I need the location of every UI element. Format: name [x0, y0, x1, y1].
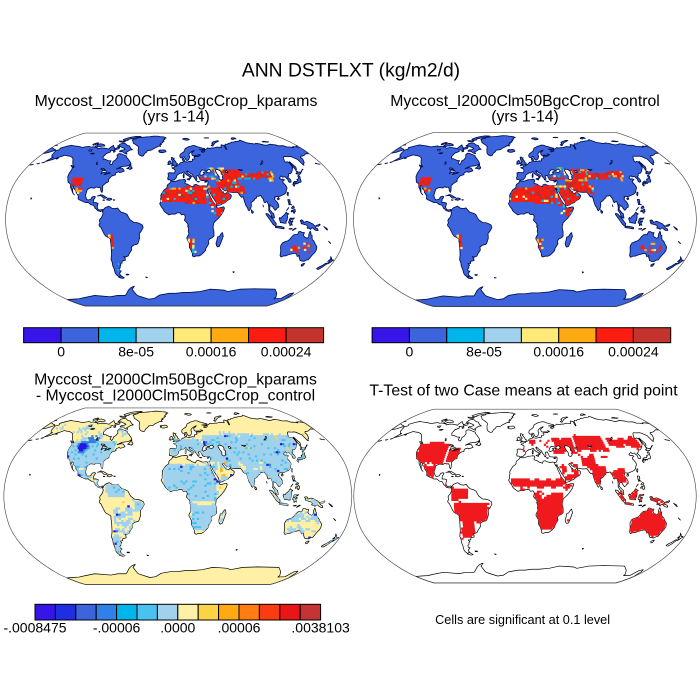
svg-text:0.00016: 0.00016: [533, 344, 584, 360]
svg-text:0: 0: [406, 344, 414, 360]
svg-text:.00006: .00006: [218, 620, 261, 636]
svg-text:Myccost_I2000Clm50BgcCrop_cont: Myccost_I2000Clm50BgcCrop_control: [390, 93, 660, 110]
svg-text:0.00016: 0.00016: [186, 344, 237, 360]
svg-text:T-Test of two Case means at ea: T-Test of two Case means at each grid po…: [369, 383, 678, 400]
svg-text:(yrs 1-14): (yrs 1-14): [142, 109, 210, 126]
svg-text:8e-05: 8e-05: [118, 344, 154, 360]
svg-text:0.00024: 0.00024: [261, 344, 312, 360]
svg-text:Myccost_I2000Clm50BgcCrop_kpar: Myccost_I2000Clm50BgcCrop_kparams: [34, 372, 317, 389]
svg-text:Myccost_I2000Clm50BgcCrop_kpar: Myccost_I2000Clm50BgcCrop_kparams: [35, 93, 318, 110]
svg-text:-.00006: -.00006: [93, 620, 141, 636]
svg-text:8e-05: 8e-05: [466, 344, 502, 360]
svg-text:0: 0: [57, 344, 65, 360]
svg-text:.0000: .0000: [160, 620, 195, 636]
svg-text:ANN DSTFLXT (kg/m2/d): ANN DSTFLXT (kg/m2/d): [242, 61, 460, 82]
svg-text:(yrs 1-14): (yrs 1-14): [491, 109, 559, 126]
svg-text:0.00024: 0.00024: [608, 344, 659, 360]
svg-text:- Myccost_I2000Clm50BgcCrop_co: - Myccost_I2000Clm50BgcCrop_control: [36, 388, 315, 405]
svg-text:-.0008475: -.0008475: [3, 620, 66, 636]
svg-text:Cells are significant at 0.1 l: Cells are significant at 0.1 level: [435, 613, 610, 627]
svg-text:.0038103: .0038103: [291, 620, 350, 636]
